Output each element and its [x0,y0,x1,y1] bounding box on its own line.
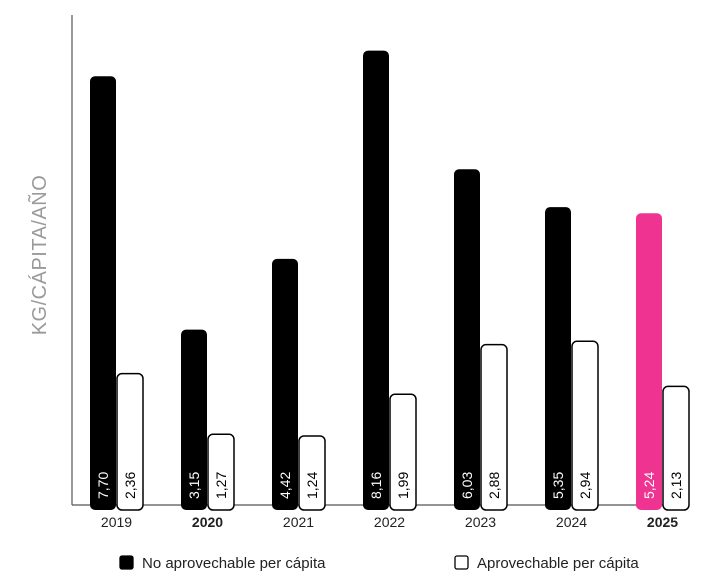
bar-no-aprovechable-2020 [181,329,207,510]
data-label-aprovechable-2024: 2,94 [577,472,593,499]
x-tick-2020: 2020 [192,514,223,530]
data-label-no-aprovechable-2020: 3,15 [186,472,202,499]
x-tick-2023: 2023 [465,514,496,530]
legend-swatch-no-aprovechable [119,555,134,570]
data-label-aprovechable-2022: 1,99 [395,472,411,499]
x-tick-2022: 2022 [374,514,405,530]
data-label-aprovechable-2023: 2,88 [486,472,502,499]
data-label-no-aprovechable-2021: 4,42 [277,472,293,499]
bar-no-aprovechable-2021 [272,258,298,510]
bar-aprovechable-2023 [480,343,508,511]
bar-aprovechable-2021 [298,435,326,511]
data-label-aprovechable-2025: 2,13 [668,472,684,499]
bar-aprovechable-2022 [389,393,417,511]
bar-no-aprovechable-2024 [545,207,571,510]
data-label-no-aprovechable-2023: 6,03 [459,472,475,499]
x-tick-labels: 2019 2020 2021 2022 2023 2024 2025 [101,514,678,530]
data-label-no-aprovechable-2022: 8,16 [368,472,384,499]
bar-aprovechable-2020 [207,433,235,511]
x-tick-2021: 2021 [283,514,314,530]
x-tick-2024: 2024 [556,514,587,530]
bar-aprovechable-2019 [116,372,144,511]
legend-swatch-aprovechable [454,555,469,570]
bar-aprovechable-2025 [662,385,690,511]
data-label-aprovechable-2020: 1,27 [213,472,229,499]
bar-no-aprovechable-2023 [454,169,480,510]
data-label-no-aprovechable-2025: 5,24 [641,472,657,499]
legend-label-aprovechable: Aprovechable per cápita [477,555,639,572]
legend: No aprovechable per cápita Aprovechable p… [119,555,639,572]
bar-no-aprovechable-2019 [90,76,116,510]
bar-no-aprovechable-2025 [636,213,662,510]
data-label-aprovechable-2019: 2,36 [122,472,138,499]
data-label-aprovechable-2021: 1,24 [304,472,320,499]
bar-aprovechable-2024 [571,340,599,511]
bar-no-aprovechable-2022 [363,50,389,511]
data-label-no-aprovechable-2024: 5,35 [550,472,566,499]
x-tick-2019: 2019 [101,514,132,530]
legend-label-no-aprovechable: No aprovechable per cápita [142,555,326,572]
bars-group: 7,70 2,36 3,15 1,27 4,42 1,24 8,16 1,99 6,03 2,88… [90,50,690,511]
y-axis-title: KG/CÁPITA/AÑO [27,175,51,336]
x-tick-2025: 2025 [647,514,678,530]
data-label-no-aprovechable-2019: 7,70 [95,472,111,499]
